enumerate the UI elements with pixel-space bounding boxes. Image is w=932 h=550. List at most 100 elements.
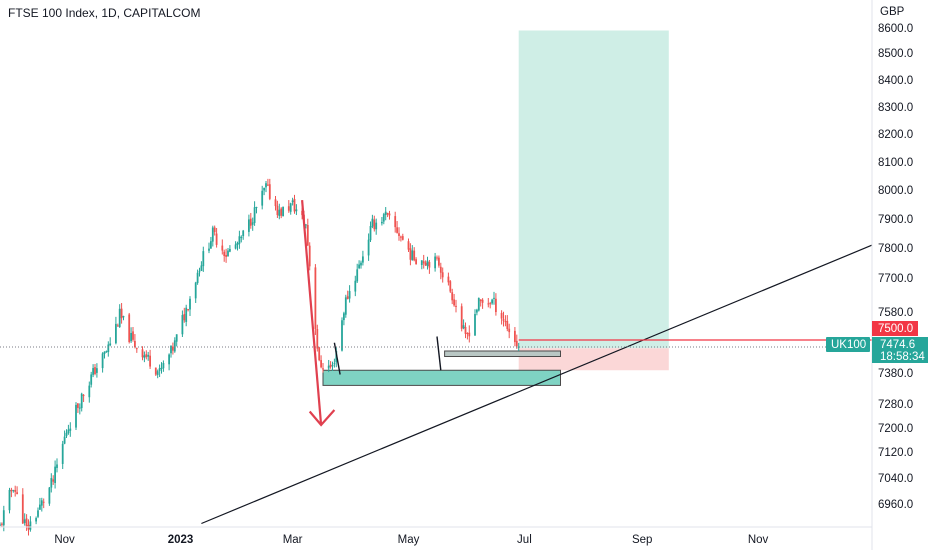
- candle-body: [396, 227, 398, 233]
- price-tick-label: 7900.0: [878, 214, 913, 226]
- candle-body: [282, 206, 284, 217]
- candle-body: [63, 436, 66, 444]
- countdown-label: 18:58:34: [880, 351, 925, 363]
- price-tick-label: 6960.0: [878, 499, 913, 511]
- candle-body: [517, 346, 520, 348]
- price-tick-label: 7200.0: [878, 423, 913, 435]
- candle-body: [82, 395, 85, 397]
- candle-body: [253, 207, 256, 223]
- candle-body: [455, 305, 457, 307]
- candle-body: [500, 312, 503, 319]
- candle-body: [439, 266, 442, 273]
- candle-body: [308, 245, 311, 267]
- candle-body: [318, 347, 321, 361]
- candle-body: [407, 241, 410, 250]
- candle-body: [491, 299, 493, 304]
- candle-body: [215, 233, 218, 245]
- candle-body: [242, 230, 245, 237]
- candle-body: [10, 489, 13, 492]
- candle-body: [0, 523, 3, 525]
- last-price-label: 7474.6: [880, 339, 915, 351]
- candle-body: [249, 218, 252, 226]
- candle-body: [276, 205, 279, 216]
- candle-body: [371, 218, 374, 227]
- candle-body: [375, 222, 378, 230]
- candle-body: [160, 367, 163, 369]
- candle-body: [356, 269, 359, 282]
- down-arrow-head: [308, 409, 336, 427]
- symbol-badge: [826, 337, 870, 352]
- trendline: [201, 244, 873, 525]
- candle-body: [487, 303, 490, 305]
- candle-body: [42, 501, 45, 503]
- candle-body: [200, 265, 203, 271]
- candle-body: [185, 307, 188, 322]
- pivot-mark: [333, 342, 341, 375]
- candle-body: [316, 329, 319, 349]
- candle-body: [14, 489, 17, 492]
- candle-body: [128, 314, 131, 343]
- candle-body: [115, 323, 117, 344]
- candle-body: [514, 330, 516, 343]
- candle-body: [147, 355, 150, 357]
- candle-body: [158, 368, 161, 371]
- candle-body: [506, 320, 509, 330]
- candle-body: [229, 248, 231, 252]
- candle-body: [381, 221, 383, 224]
- candle-body: [388, 213, 391, 216]
- candle-body: [479, 299, 482, 302]
- candle-body: [61, 443, 64, 464]
- candle-body: [88, 385, 91, 398]
- candle-body: [344, 297, 347, 315]
- candle-body: [508, 328, 511, 333]
- candle-body: [384, 211, 387, 216]
- demand-zone: [322, 369, 561, 386]
- currency-label: GBP: [880, 6, 905, 18]
- price-tick-label: 8100.0: [878, 157, 913, 169]
- candle-body: [515, 340, 518, 347]
- candle-body: [360, 262, 362, 266]
- target-zone: [518, 30, 669, 349]
- price-tick-label: 7700.0: [878, 273, 913, 285]
- candle-body: [240, 237, 243, 239]
- last-price-badge: [872, 337, 928, 363]
- candle-body: [40, 500, 43, 506]
- candle-body: [101, 353, 104, 369]
- candle-body: [398, 233, 400, 236]
- candle-body: [103, 351, 106, 354]
- candle-body: [422, 261, 425, 264]
- candle-body: [411, 250, 414, 261]
- down-arrow-shaft: [301, 200, 323, 426]
- candle-body: [8, 489, 11, 511]
- candle-body: [267, 184, 269, 186]
- candle-body: [116, 325, 119, 327]
- candle-body: [327, 365, 330, 369]
- candle-body: [438, 257, 440, 266]
- candle-body: [420, 260, 423, 266]
- candle-body: [348, 291, 351, 299]
- candle-body: [134, 340, 136, 347]
- candle-body: [172, 346, 174, 351]
- candle-body: [263, 187, 265, 191]
- candle-body: [373, 219, 376, 230]
- candle-body: [162, 363, 165, 369]
- alert-price-label: 7500.0: [878, 323, 913, 335]
- candle-body: [369, 226, 372, 241]
- candle-body: [210, 241, 212, 249]
- candle-body: [426, 260, 429, 267]
- chart-title: FTSE 100 Index, 1D, CAPITALCOM: [8, 6, 201, 20]
- candle-body: [504, 321, 507, 323]
- candle-body: [78, 407, 81, 409]
- price-tick-label: 8500.0: [878, 48, 913, 60]
- candle-body: [173, 340, 176, 352]
- candle-body: [149, 355, 151, 367]
- candle-body: [54, 466, 56, 483]
- price-tick-label: 8200.0: [878, 129, 913, 141]
- candle-body: [255, 207, 258, 209]
- price-tick-label: 7580.0: [878, 307, 913, 319]
- time-tick-label: Mar: [283, 534, 303, 546]
- candle-body: [77, 403, 79, 408]
- candle-body: [187, 309, 189, 311]
- candle-body: [75, 404, 77, 428]
